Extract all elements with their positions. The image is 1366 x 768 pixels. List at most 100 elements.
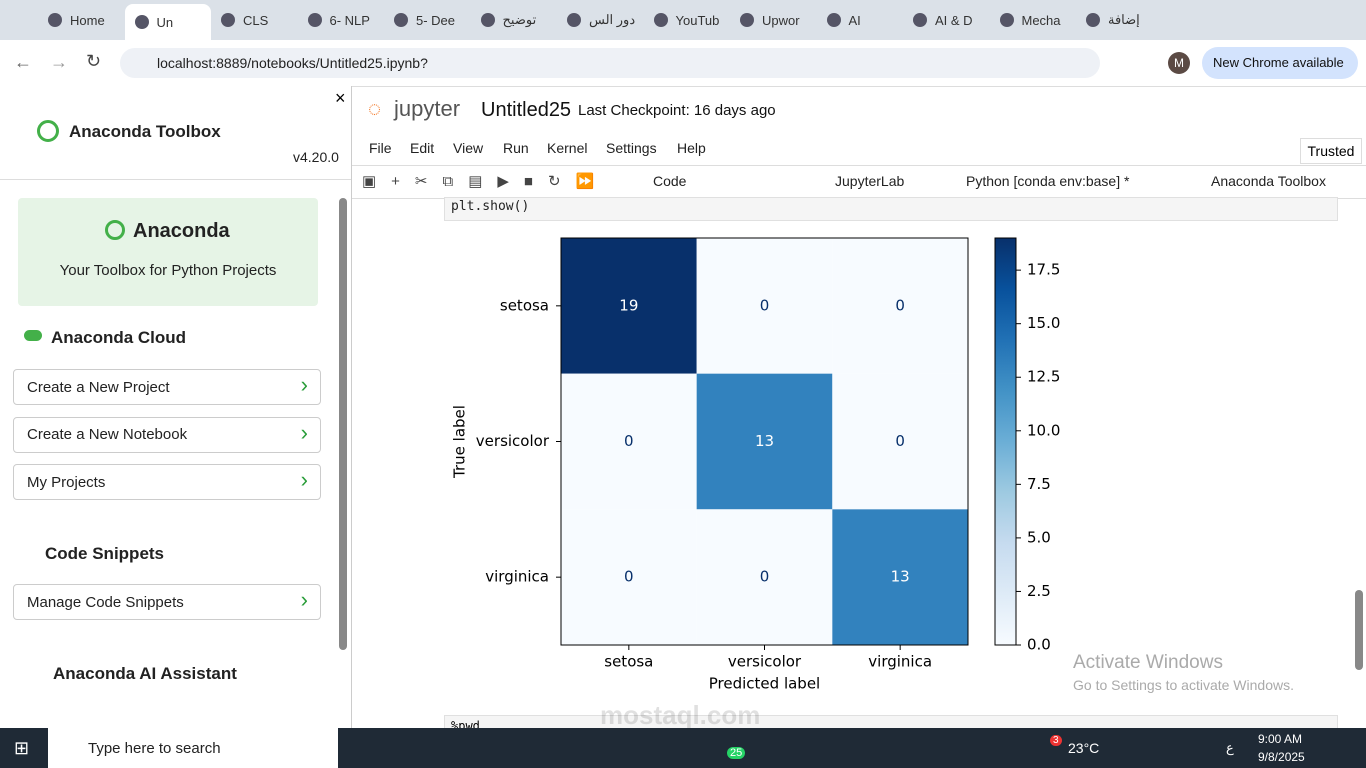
cell-label: 0 xyxy=(760,296,770,314)
update-button[interactable]: New Chrome available xyxy=(1202,47,1358,79)
menu-item[interactable]: File xyxy=(369,140,392,156)
sidebar-button[interactable]: My Projects xyxy=(13,464,321,500)
sidebar-button[interactable]: Create a New Project xyxy=(13,369,321,405)
tab-title[interactable]: Un xyxy=(156,14,174,30)
date[interactable]: 9/8/2025 xyxy=(1258,750,1305,764)
tab[interactable]: توضيح xyxy=(471,6,557,34)
heatmap-cell xyxy=(561,509,697,645)
heatmap-cell xyxy=(832,509,968,645)
heatmap-cell xyxy=(696,509,833,645)
cloud-icon xyxy=(24,330,42,341)
cell-label: 0 xyxy=(760,568,770,586)
x-tick-label: virginica xyxy=(868,653,932,671)
scrollbar[interactable] xyxy=(1355,590,1363,670)
tab-title[interactable]: دور الس xyxy=(589,12,636,27)
watermark: mostaql.com xyxy=(600,700,761,730)
tab[interactable]: YouTub xyxy=(644,6,730,34)
search-box[interactable] xyxy=(48,728,338,768)
tab-title[interactable]: Upwor xyxy=(762,12,800,28)
favicon xyxy=(48,13,62,27)
colorbar-tick-label: 0.0 xyxy=(1027,636,1051,654)
forward[interactable]: → xyxy=(50,52,68,72)
start[interactable]: ⊞ xyxy=(14,738,30,758)
favicon xyxy=(307,13,322,27)
tab[interactable]: 6- NLP xyxy=(298,6,384,34)
menu-item[interactable]: Kernel xyxy=(547,140,588,156)
menu-item[interactable]: Help xyxy=(677,140,706,156)
chart: 19 0 0 0 13 0 0 0 13 setosa versicolor virginica set… xyxy=(451,237,1060,693)
language[interactable]: ع xyxy=(1226,740,1234,755)
tab[interactable]: CLS xyxy=(211,6,297,34)
profile[interactable]: M xyxy=(1168,52,1190,74)
tab[interactable]: دور الس xyxy=(557,6,643,34)
sidebar-button[interactable]: Manage Code Snippets xyxy=(13,584,321,620)
url[interactable]: localhost:8889/notebooks/Untitled25.ipyn… xyxy=(157,55,428,71)
heatmap-cell xyxy=(561,238,697,374)
y-axis-label: True label xyxy=(451,405,469,479)
reload[interactable]: ↻ xyxy=(86,51,102,71)
sidebar-button[interactable]: Create a New Notebook xyxy=(13,416,321,453)
code-cell[interactable] xyxy=(444,197,1338,221)
scrollbar[interactable] xyxy=(339,198,347,650)
menu-item[interactable]: Run xyxy=(503,140,529,156)
colorbar xyxy=(994,237,1017,646)
tab-title[interactable]: AI xyxy=(848,12,861,28)
toolbar-icons[interactable]: ▣+✂⧉▤▶■↻⏩ xyxy=(362,173,610,190)
heatmap-cell xyxy=(696,238,833,374)
tab[interactable]: Un xyxy=(124,4,211,40)
cell-label: 19 xyxy=(619,296,638,314)
search-text[interactable]: Type here to search xyxy=(88,740,221,757)
section-title: Anaconda AI Assistant xyxy=(53,664,237,683)
code: %pwd xyxy=(451,719,480,729)
tab[interactable]: Upwor xyxy=(730,6,816,34)
tab[interactable]: 5- Dee xyxy=(384,6,470,34)
cell-type[interactable]: Code xyxy=(653,173,687,189)
favicon xyxy=(221,13,235,27)
card-subtitle: Your Toolbox for Python Projects xyxy=(59,262,277,279)
tab[interactable]: Home xyxy=(38,6,124,34)
code: plt.show() xyxy=(451,199,530,214)
tab-title[interactable]: Home xyxy=(70,12,105,28)
cell-label: 0 xyxy=(895,432,905,450)
tab-title[interactable]: 6- NLP xyxy=(329,12,370,28)
tab[interactable]: AI & D xyxy=(903,6,989,34)
tab[interactable]: إضافة xyxy=(1076,6,1162,34)
menu-item[interactable]: View xyxy=(453,140,484,156)
trusted[interactable]: Trusted xyxy=(1300,138,1362,164)
jupyterlab-link[interactable]: JupyterLab xyxy=(835,173,905,189)
x-tick-label: setosa xyxy=(604,653,653,671)
colorbar-tick-label: 15.0 xyxy=(1027,314,1060,332)
tab[interactable]: Mecha xyxy=(990,6,1076,34)
back[interactable]: ← xyxy=(14,52,32,72)
badge: 25 xyxy=(727,747,746,759)
tab-title[interactable]: توضيح xyxy=(502,12,537,27)
tab-title[interactable]: إضافة xyxy=(1108,12,1140,27)
time[interactable]: 9:00 AM xyxy=(1258,732,1303,746)
menu-item[interactable]: Edit xyxy=(410,140,435,156)
jupyter-logo: jupyter xyxy=(394,96,461,121)
tab-title[interactable]: YouTub xyxy=(675,12,720,28)
menu-item[interactable]: Settings xyxy=(606,140,657,156)
y-tick-label: setosa xyxy=(500,296,549,314)
section-title: Code Snippets xyxy=(45,544,165,563)
badge: 3 xyxy=(1050,735,1062,746)
tab-title[interactable]: 5- Dee xyxy=(416,12,456,28)
favicon xyxy=(394,13,408,27)
close[interactable]: × xyxy=(335,88,346,108)
colorbar-tick-label: 12.5 xyxy=(1027,368,1060,386)
cell-label: 0 xyxy=(624,432,634,450)
kernel-name[interactable]: Python [conda env:base] * xyxy=(966,173,1130,189)
tab-title[interactable]: AI & D xyxy=(935,12,973,28)
card-title: Anaconda xyxy=(133,220,230,242)
heatmap-cell xyxy=(832,238,968,374)
tab-title[interactable]: Mecha xyxy=(1021,12,1061,28)
code-cell[interactable]: %pwd xyxy=(444,715,1338,729)
heatmap-cell xyxy=(561,373,697,510)
toolbox-button[interactable]: Anaconda Toolbox xyxy=(1211,173,1326,189)
favicon xyxy=(826,13,841,27)
tab-title[interactable]: CLS xyxy=(243,12,269,28)
cell-label: 0 xyxy=(895,296,905,314)
tab[interactable]: AI xyxy=(817,6,903,34)
notebook-name[interactable]: Untitled25 xyxy=(481,99,572,121)
omnibox[interactable] xyxy=(120,48,1100,78)
